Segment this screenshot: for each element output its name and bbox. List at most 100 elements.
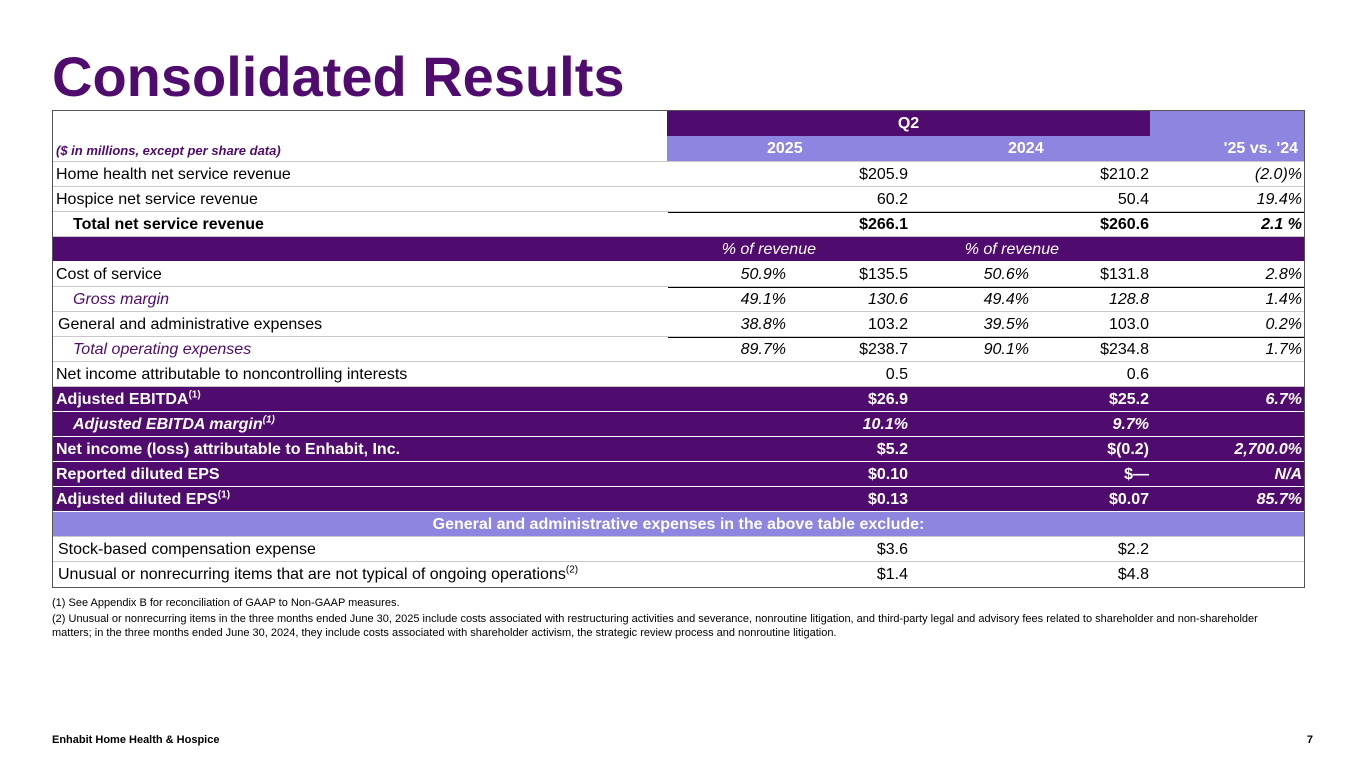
table-row: Net income (loss) attributable to Enhabi… bbox=[53, 437, 1304, 462]
value-change: 85.7% bbox=[1256, 491, 1302, 508]
value-change: 19.4% bbox=[1256, 191, 1302, 208]
pct-2025: 49.1% bbox=[740, 291, 786, 308]
change-header-bg bbox=[1150, 111, 1304, 136]
table-row: Gross margin 49.1% 130.6 49.4% 128.8 1.4… bbox=[53, 287, 1304, 312]
row-label: Net income attributable to noncontrollin… bbox=[56, 366, 408, 383]
value-2025: $5.2 bbox=[876, 441, 908, 458]
footnote-ref: (2) bbox=[565, 564, 579, 576]
results-table: Q2 ($ in millions, except per share data… bbox=[52, 110, 1305, 588]
value-2025: $1.4 bbox=[876, 566, 908, 583]
pct-2025: 50.9% bbox=[740, 266, 786, 283]
units-note: ($ in millions, except per share data) bbox=[56, 143, 281, 158]
row-label: Reported diluted EPS bbox=[56, 466, 220, 483]
value-change: 1.7% bbox=[1265, 341, 1302, 358]
value-2025: 130.6 bbox=[867, 291, 908, 308]
pct-revenue-header-row: % of revenue % of revenue bbox=[53, 237, 1304, 262]
table-row: Cost of service 50.9% $135.5 50.6% $131.… bbox=[53, 262, 1304, 287]
years-header-bg bbox=[667, 136, 1304, 161]
table-row: General and administrative expenses 38.8… bbox=[53, 312, 1304, 337]
value-2024: $— bbox=[1124, 466, 1149, 483]
value-2024: $260.6 bbox=[1100, 216, 1149, 233]
value-2024: $2.2 bbox=[1117, 541, 1149, 558]
pct-2025: 38.8% bbox=[740, 316, 786, 333]
value-change: 2.1 % bbox=[1261, 216, 1302, 233]
row-label: Hospice net service revenue bbox=[56, 191, 258, 208]
value-change: N/A bbox=[1274, 466, 1302, 483]
table-row: Hospice net service revenue 60.2 50.4 19… bbox=[53, 187, 1304, 212]
footnote-ref: (1) bbox=[188, 389, 201, 401]
value-2025: 60.2 bbox=[876, 191, 908, 208]
value-2024: 103.0 bbox=[1108, 316, 1149, 333]
exclude-header-row: General and administrative expenses in t… bbox=[53, 512, 1304, 537]
row-label-text: Adjusted EBITDA margin bbox=[73, 416, 263, 433]
value-change: (2.0)% bbox=[1254, 166, 1302, 183]
footnote-2: (2) Unusual or nonrecurring items in the… bbox=[52, 613, 1258, 639]
table-row: Home health net service revenue $205.9 $… bbox=[53, 162, 1304, 187]
table-row: Adjusted EBITDA(1) $26.9 $25.2 6.7% bbox=[53, 387, 1304, 412]
row-label-text: Unusual or nonrecurring items that are n… bbox=[58, 566, 566, 583]
value-2024: $234.8 bbox=[1100, 341, 1149, 358]
value-2025: $205.9 bbox=[859, 166, 908, 183]
row-label: Net income (loss) attributable to Enhabi… bbox=[56, 441, 401, 458]
year-2025-header: 2025 bbox=[767, 140, 803, 157]
value-2025: $26.9 bbox=[867, 391, 908, 408]
table-header-period: Q2 bbox=[53, 111, 1304, 136]
value-change: 0.2% bbox=[1265, 316, 1302, 333]
table-row: Adjusted EBITDA margin(1) 10.1% 9.7% bbox=[53, 412, 1304, 437]
table-row: Reported diluted EPS $0.10 $— N/A bbox=[53, 462, 1304, 487]
table-row: Total operating expenses 89.7% $238.7 90… bbox=[53, 337, 1304, 362]
value-2024: $0.07 bbox=[1108, 491, 1149, 508]
pct-2024: 49.4% bbox=[983, 291, 1029, 308]
period-header: Q2 bbox=[667, 111, 1150, 136]
value-2024: 128.8 bbox=[1108, 291, 1149, 308]
pct-header-2024: % of revenue bbox=[964, 241, 1059, 258]
table-row: Adjusted diluted EPS(1) $0.13 $0.07 85.7… bbox=[53, 487, 1304, 512]
value-2024: $(0.2) bbox=[1107, 441, 1149, 458]
row-label-text: Adjusted EBITDA bbox=[56, 391, 189, 408]
footnote-1: (1) See Appendix B for reconciliation of… bbox=[52, 597, 400, 609]
value-change: 2,700.0% bbox=[1234, 441, 1302, 458]
company-footer: Enhabit Home Health & Hospice bbox=[52, 734, 220, 746]
pct-2025: 89.7% bbox=[740, 341, 786, 358]
value-change: 1.4% bbox=[1265, 291, 1302, 308]
row-label: Total net service revenue bbox=[73, 216, 264, 233]
row-label: Stock-based compensation expense bbox=[58, 541, 316, 558]
footnotes: (1) See Appendix B for reconciliation of… bbox=[52, 596, 1272, 642]
value-change: 2.8% bbox=[1265, 266, 1302, 283]
value-2025: $3.6 bbox=[876, 541, 908, 558]
row-label-text: Adjusted diluted EPS bbox=[56, 491, 218, 508]
value-2024: $4.8 bbox=[1117, 566, 1149, 583]
row-label: Gross margin bbox=[73, 291, 170, 308]
change-header: '25 vs. '24 bbox=[1223, 140, 1298, 157]
row-label: Home health net service revenue bbox=[56, 166, 291, 183]
value-2024: $25.2 bbox=[1108, 391, 1149, 408]
table-row: Stock-based compensation expense $3.6 $2… bbox=[53, 537, 1304, 562]
value-2025: 10.1% bbox=[862, 416, 908, 433]
value-2025: 0.5 bbox=[885, 366, 908, 383]
value-2025: 103.2 bbox=[867, 316, 908, 333]
year-2024-header: 2024 bbox=[1008, 140, 1044, 157]
value-2025: $0.13 bbox=[867, 491, 908, 508]
row-label: Adjusted diluted EPS(1) bbox=[56, 487, 230, 512]
row-label: Total operating expenses bbox=[73, 341, 252, 358]
value-2024: $210.2 bbox=[1100, 166, 1149, 183]
exclude-header: General and administrative expenses in t… bbox=[432, 516, 925, 533]
row-label: Cost of service bbox=[56, 266, 162, 283]
pct-2024: 90.1% bbox=[983, 341, 1029, 358]
row-label: Adjusted EBITDA margin(1) bbox=[73, 412, 275, 437]
pct-2024: 39.5% bbox=[983, 316, 1029, 333]
value-2024: 50.4 bbox=[1117, 191, 1149, 208]
value-2025: $238.7 bbox=[859, 341, 908, 358]
footnote-ref: (1) bbox=[217, 489, 231, 501]
row-label: Adjusted EBITDA(1) bbox=[56, 387, 201, 412]
value-2025: $266.1 bbox=[859, 216, 908, 233]
pct-2024: 50.6% bbox=[983, 266, 1029, 283]
value-2024: $131.8 bbox=[1100, 266, 1149, 283]
value-2024: 9.7% bbox=[1112, 416, 1149, 433]
row-label: Unusual or nonrecurring items that are n… bbox=[58, 562, 578, 587]
table-row: Total net service revenue $266.1 $260.6 … bbox=[53, 212, 1304, 237]
table-row: Net income attributable to noncontrollin… bbox=[53, 362, 1304, 387]
row-label: General and administrative expenses bbox=[58, 316, 323, 333]
footnote-ref: (1) bbox=[262, 414, 275, 426]
page-title: Consolidated Results bbox=[52, 45, 625, 108]
